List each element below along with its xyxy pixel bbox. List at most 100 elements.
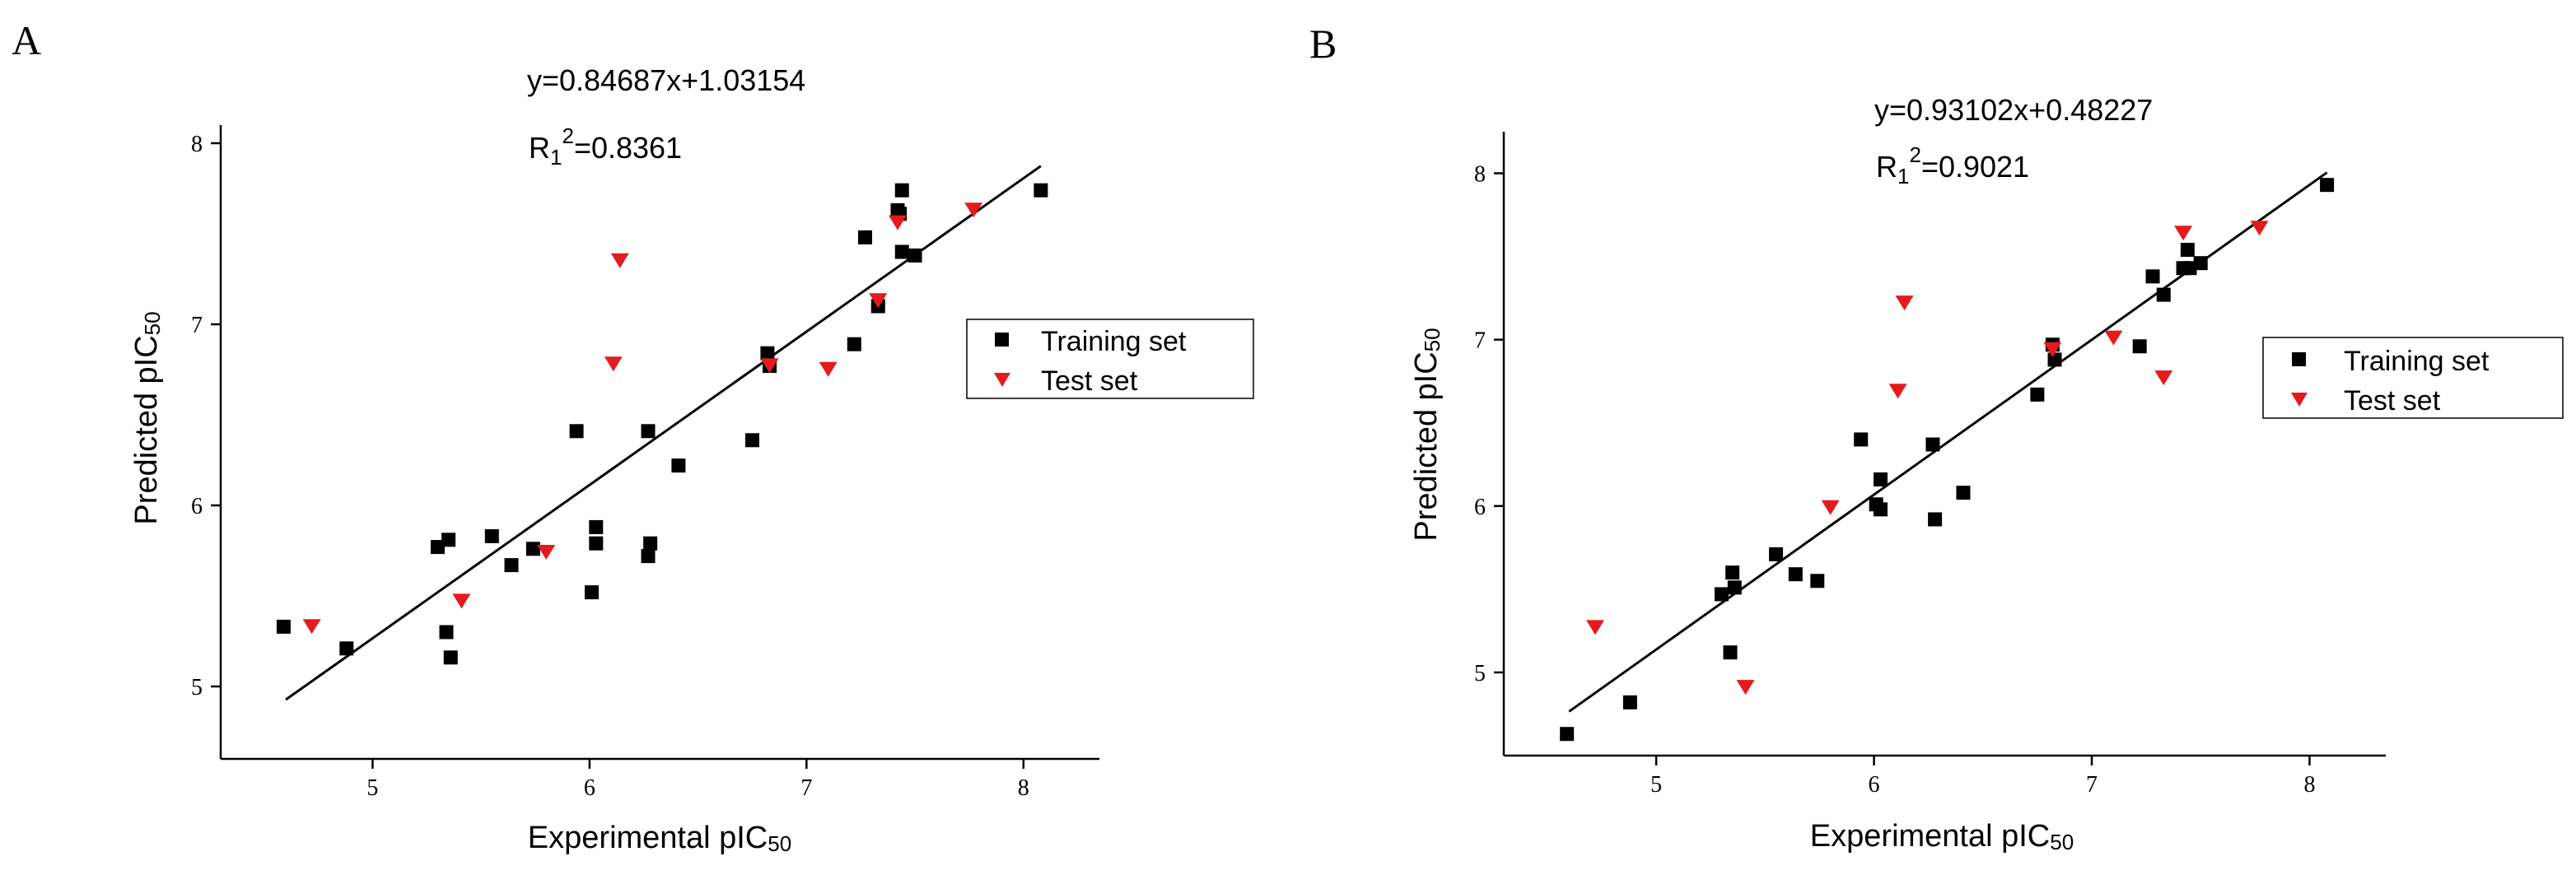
training-point-b [2193,256,2208,271]
legend-test-marker-b [2291,393,2308,407]
training-point-a [671,458,686,473]
training-point-b [1727,580,1742,595]
r-squared-superscript-b: 2 [1909,142,1920,167]
x-axis-label-main-b: Experimental pIC [1810,819,2050,854]
test-point-a [760,358,779,374]
training-point-a [847,337,861,351]
training-point-b [1925,437,1940,452]
training-point-a [744,433,759,448]
y-tick-label-a: 6 [191,494,203,519]
training-point-a [585,585,600,600]
training-point-b [1928,512,1943,527]
training-point-b [1956,486,1971,500]
x-tick-label-b: 7 [2086,772,2098,798]
test-point-a [604,356,623,372]
y-tick-label-b: 5 [1474,661,1486,686]
r-squared-subscript-b: 1 [1897,164,1909,188]
test-point-b [2043,342,2062,357]
training-point-a [643,536,658,551]
training-point-b [1723,645,1738,660]
training-point-b [1788,567,1803,582]
test-point-b [1736,680,1755,696]
training-point-b [1622,695,1637,709]
training-points-a [276,183,1048,665]
test-point-b [1888,384,1907,399]
test-point-b [2104,330,2123,346]
training-point-a [589,536,604,551]
training-point-b [2132,339,2147,354]
training-point-a [443,650,458,665]
x-axis-label-sub-b: 50 [2050,830,2074,854]
training-point-a [894,244,909,259]
y-tick-label-b: 7 [1474,328,1486,354]
training-point-a [504,558,519,573]
training-point-a [339,641,354,656]
r-squared-value-a: =0.8361 [574,131,682,165]
test-points-b [1586,221,2269,696]
test-points-a [302,202,983,635]
training-point-b [1873,502,1888,517]
training-point-b [1725,565,1740,580]
training-point-b [1873,472,1888,486]
x-tick-label-a: 5 [366,775,378,801]
r-squared-a: R12=0.8361 [529,123,682,170]
regression-equation-b: y=0.93102x+0.48227 [1874,93,2153,127]
legend-training-label-a: Training set [1041,326,1187,357]
legend-b: Training set Test set [2262,337,2564,419]
y-axis-label-sub-b: 50 [1420,328,1444,351]
legend-test-marker-a [994,373,1010,387]
y-ticks-a: 5 6 7 8 [191,132,221,700]
training-point-a [276,619,291,634]
training-point-a [641,549,656,564]
regression-equation-a: y=0.84687x+1.03154 [527,63,805,97]
test-point-b [1895,295,1914,311]
training-point-a [589,519,604,534]
test-point-b [2154,370,2173,386]
training-point-b [2047,352,2062,367]
training-point-b [1854,432,1869,447]
y-tick-label-b: 6 [1474,495,1486,520]
test-point-a [537,545,556,560]
r-squared-b: R12=0.9021 [1876,142,2029,188]
training-point-b [1769,547,1784,561]
training-point-a [908,248,922,263]
x-axis-label-main-a: Experimental pIC [528,821,768,855]
y-ticks-b: 5 6 7 8 [1474,162,1504,686]
training-point-b [2145,269,2160,284]
training-point-b [1714,587,1729,602]
training-point-b [2156,287,2171,302]
training-point-b [2320,178,2335,193]
x-axis-label-b: Experimental pIC50 [1810,819,2074,854]
x-tick-label-a: 7 [800,775,812,801]
y-tick-label-a: 8 [191,132,203,157]
y-axis-label-sub-a: 50 [140,311,165,335]
panel-label-a: A [12,17,41,63]
y-axis-label-b: Predicted pIC50 [1409,328,1444,541]
x-tick-label-a: 8 [1018,775,1029,801]
legend-training-label-b: Training set [2344,346,2490,377]
panel-a: A y=0.84687x+1.03154 R12=0.8361 5 6 7 8 5 6 7… [12,17,1254,856]
training-point-b [1560,727,1575,742]
y-tick-label-a: 7 [191,313,203,338]
training-point-a [857,230,872,244]
training-point-a [525,542,540,556]
x-axis-label-a: Experimental pIC50 [528,821,791,856]
panel-b: B y=0.93102x+0.48227 R12=0.9021 5 6 7 8 5 6 7… [1309,21,2564,854]
test-point-a [964,202,983,218]
x-tick-label-a: 6 [584,775,595,801]
training-point-a [894,183,909,198]
r-squared-value-b: =0.9021 [1921,150,2029,184]
legend-test-label-a: Test set [1041,365,1138,397]
training-point-a [1034,183,1048,198]
legend-test-label-b: Test set [2344,385,2441,416]
test-point-a [888,215,907,230]
legend-box-a [966,319,1254,399]
test-point-b [2174,226,2193,241]
x-tick-label-b: 6 [1869,772,1880,798]
y-tick-label-b: 8 [1474,162,1486,188]
training-point-b [2030,387,2045,402]
y-tick-label-a: 5 [191,675,203,700]
test-point-a [610,253,629,268]
